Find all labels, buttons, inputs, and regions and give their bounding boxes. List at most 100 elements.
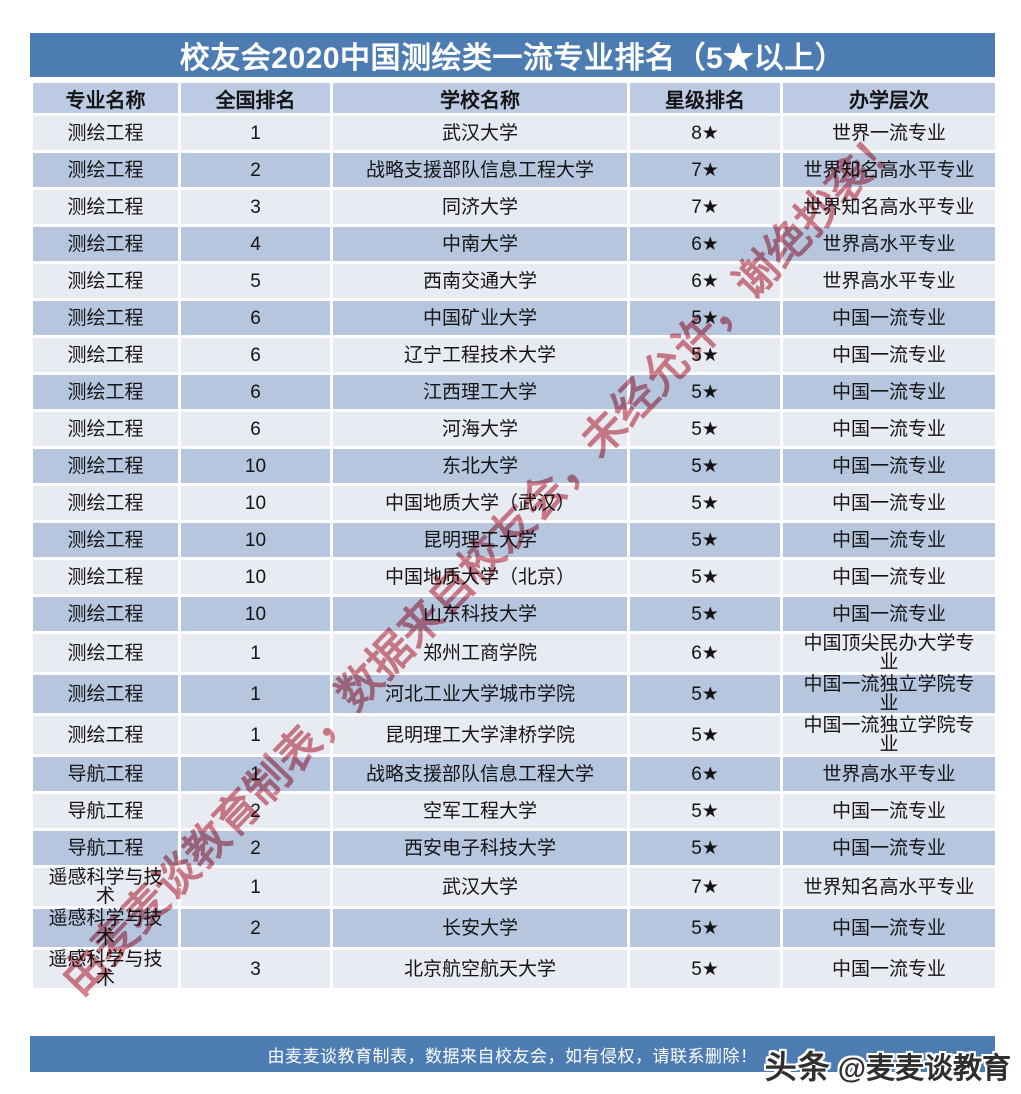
cell-major: 测绘工程 [30,113,181,153]
cell-rank: 2 [178,906,333,950]
cell-major: 测绘工程 [30,372,181,412]
cell-school: 战略支援部队信息工程大学 [330,150,630,190]
cell-rank: 6 [178,298,333,338]
cell-stars: 5★ [627,298,783,338]
cell-school: 武汉大学 [330,865,630,909]
cell-level: 中国顶尖民办大学专业 [780,631,998,675]
cell-school: 西安电子科技大学 [330,828,630,868]
table-row: 测绘工程 2 战略支援部队信息工程大学 7★ 世界知名高水平专业 [30,150,998,190]
cell-major: 遥感科学与技术 [30,906,181,950]
cell-school: 北京航空航天大学 [330,947,630,991]
cell-stars: 5★ [627,372,783,412]
table-row: 测绘工程 5 西南交通大学 6★ 世界高水平专业 [30,261,998,301]
cell-level: 中国一流专业 [780,372,998,412]
cell-stars: 5★ [627,446,783,486]
table-row: 测绘工程 6 河海大学 5★ 中国一流专业 [30,409,998,449]
cell-stars: 5★ [627,520,783,560]
page-title: 校友会2020中国测绘类一流专业排名（5★以上） [179,42,846,75]
cell-school: 山东科技大学 [330,594,630,634]
cell-rank: 1 [178,865,333,909]
footer-bar: 由麦麦谈教育制表，数据来自校友会，如有侵权，请联系删除！ [30,1036,995,1072]
cell-school: 东北大学 [330,446,630,486]
cell-major: 导航工程 [30,828,181,868]
cell-school: 同济大学 [330,187,630,227]
cell-rank: 2 [178,791,333,831]
cell-school: 战略支援部队信息工程大学 [330,754,630,794]
cell-level: 中国一流专业 [780,947,998,991]
cell-level: 中国一流专业 [780,791,998,831]
table-row: 测绘工程 10 昆明理工大学 5★ 中国一流专业 [30,520,998,560]
cell-rank: 2 [178,150,333,190]
table-row: 测绘工程 3 同济大学 7★ 世界知名高水平专业 [30,187,998,227]
table-row: 导航工程 2 空军工程大学 5★ 中国一流专业 [30,791,998,831]
cell-major: 测绘工程 [30,483,181,523]
title-bar: 校友会2020中国测绘类一流专业排名（5★以上） [30,33,995,77]
cell-school: 中国地质大学（北京） [330,557,630,597]
table-row: 测绘工程 1 河北工业大学城市学院 5★ 中国一流独立学院专业 [30,672,998,716]
cell-rank: 10 [178,557,333,597]
cell-level: 中国一流专业 [780,298,998,338]
table-row: 测绘工程 10 东北大学 5★ 中国一流专业 [30,446,998,486]
table-row: 导航工程 1 战略支援部队信息工程大学 6★ 世界高水平专业 [30,754,998,794]
cell-school: 昆明理工大学津桥学院 [330,713,630,757]
cell-school: 中国地质大学（武汉） [330,483,630,523]
table-row: 遥感科学与技术 1 武汉大学 7★ 世界知名高水平专业 [30,865,998,909]
cell-stars: 6★ [627,261,783,301]
cell-level: 中国一流专业 [780,520,998,560]
cell-rank: 4 [178,224,333,264]
cell-school: 空军工程大学 [330,791,630,831]
cell-level: 中国一流专业 [780,446,998,486]
table-row: 测绘工程 10 中国地质大学（北京） 5★ 中国一流专业 [30,557,998,597]
cell-major: 测绘工程 [30,150,181,190]
cell-rank: 1 [178,113,333,153]
cell-school: 昆明理工大学 [330,520,630,560]
cell-stars: 5★ [627,947,783,991]
cell-major: 测绘工程 [30,224,181,264]
cell-stars: 5★ [627,557,783,597]
cell-major: 导航工程 [30,754,181,794]
cell-rank: 6 [178,372,333,412]
cell-stars: 6★ [627,224,783,264]
table-row: 测绘工程 1 武汉大学 8★ 世界一流专业 [30,113,998,153]
cell-level: 世界高水平专业 [780,754,998,794]
cell-stars: 5★ [627,791,783,831]
table-row: 测绘工程 1 郑州工商学院 6★ 中国顶尖民办大学专业 [30,631,998,675]
cell-rank: 10 [178,446,333,486]
cell-rank: 1 [178,631,333,675]
cell-rank: 1 [178,672,333,716]
footer-note: 由麦麦谈教育制表，数据来自校友会，如有侵权，请联系删除！ [267,1046,758,1066]
cell-stars: 5★ [627,713,783,757]
cell-level: 中国一流专业 [780,409,998,449]
cell-level: 世界一流专业 [780,113,998,153]
table-row: 遥感科学与技术 2 长安大学 5★ 中国一流专业 [30,906,998,950]
toutiao-logo: 头条 [764,1049,831,1085]
cell-stars: 7★ [627,187,783,227]
col-header-rank: 全国排名 [178,80,333,116]
cell-major: 遥感科学与技术 [30,865,181,909]
cell-level: 中国一流专业 [780,335,998,375]
cell-rank: 6 [178,335,333,375]
cell-rank: 10 [178,594,333,634]
cell-level: 中国一流专业 [780,483,998,523]
table-row: 测绘工程 6 江西理工大学 5★ 中国一流专业 [30,372,998,412]
cell-school: 江西理工大学 [330,372,630,412]
cell-stars: 8★ [627,113,783,153]
cell-level: 中国一流专业 [780,594,998,634]
cell-stars: 7★ [627,150,783,190]
cell-stars: 5★ [627,672,783,716]
col-header-stars: 星级排名 [627,80,783,116]
cell-major: 测绘工程 [30,409,181,449]
cell-rank: 10 [178,483,333,523]
cell-stars: 5★ [627,906,783,950]
cell-stars: 5★ [627,483,783,523]
col-header-school: 学校名称 [330,80,630,116]
cell-stars: 6★ [627,631,783,675]
cell-rank: 10 [178,520,333,560]
cell-school: 辽宁工程技术大学 [330,335,630,375]
cell-rank: 6 [178,409,333,449]
table-row: 遥感科学与技术 3 北京航空航天大学 5★ 中国一流专业 [30,947,998,991]
cell-school: 河海大学 [330,409,630,449]
brand-credit: 头条 @麦麦谈教育 [765,1042,1011,1088]
cell-stars: 5★ [627,335,783,375]
cell-major: 测绘工程 [30,631,181,675]
